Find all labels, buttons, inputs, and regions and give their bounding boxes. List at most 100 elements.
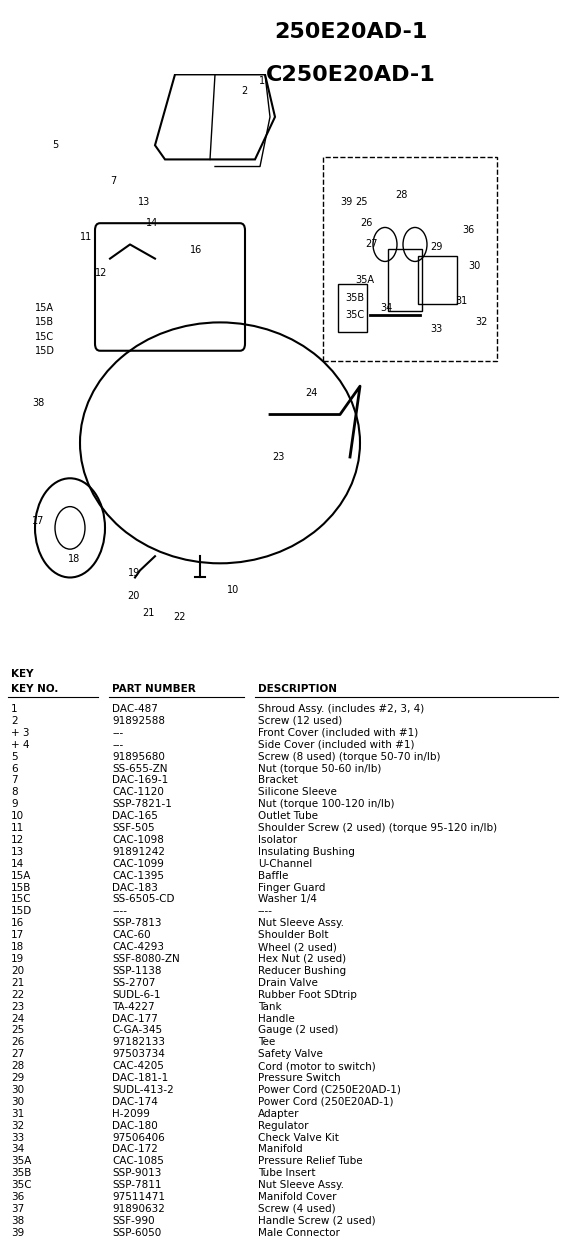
- Text: 15A: 15A: [11, 870, 32, 880]
- Text: 97511471: 97511471: [112, 1192, 165, 1202]
- Text: SS-6505-CD: SS-6505-CD: [112, 894, 175, 904]
- Text: Cord (motor to switch): Cord (motor to switch): [258, 1061, 376, 1071]
- Text: DAC-174: DAC-174: [112, 1097, 158, 1107]
- Text: DAC-487: DAC-487: [112, 704, 158, 714]
- Text: 34: 34: [11, 1145, 24, 1154]
- Text: 91895680: 91895680: [112, 751, 165, 761]
- Text: ----: ----: [112, 906, 127, 916]
- Text: Shoulder Bolt: Shoulder Bolt: [258, 930, 328, 940]
- Text: 33: 33: [430, 325, 442, 335]
- Text: 7: 7: [11, 775, 18, 785]
- Text: 23: 23: [11, 1002, 24, 1012]
- Text: Wheel (2 used): Wheel (2 used): [258, 942, 337, 952]
- Text: 23: 23: [273, 453, 285, 463]
- Text: 14: 14: [146, 218, 158, 228]
- Text: SUDL-6-1: SUDL-6-1: [112, 990, 161, 999]
- Text: 12: 12: [11, 835, 24, 844]
- Text: KEY NO.: KEY NO.: [11, 684, 59, 694]
- Text: Shroud Assy. (includes #2, 3, 4): Shroud Assy. (includes #2, 3, 4): [258, 704, 424, 714]
- Text: Baffle: Baffle: [258, 870, 288, 880]
- Text: 97503734: 97503734: [112, 1049, 165, 1059]
- Text: 14: 14: [11, 859, 24, 869]
- Text: 91891242: 91891242: [112, 847, 165, 857]
- Text: 28: 28: [11, 1061, 24, 1071]
- Text: SSP-1138: SSP-1138: [112, 966, 162, 976]
- Text: 15A: 15A: [35, 304, 54, 314]
- Text: Reducer Bushing: Reducer Bushing: [258, 966, 346, 976]
- Text: 11: 11: [80, 232, 92, 242]
- Text: DAC-177: DAC-177: [112, 1013, 158, 1023]
- Text: CAC-1395: CAC-1395: [112, 870, 164, 880]
- Text: 15C: 15C: [35, 331, 54, 341]
- Text: 34: 34: [380, 304, 392, 314]
- Text: 15C: 15C: [11, 894, 32, 904]
- Text: 16: 16: [190, 246, 202, 255]
- Text: 15D: 15D: [11, 906, 32, 916]
- Text: C250E20AD-1: C250E20AD-1: [266, 64, 436, 86]
- Text: Handle: Handle: [258, 1013, 294, 1023]
- Text: 97182133: 97182133: [112, 1038, 165, 1048]
- Text: DAC-180: DAC-180: [112, 1121, 158, 1131]
- Text: 26: 26: [11, 1038, 24, 1048]
- Text: PART NUMBER: PART NUMBER: [112, 684, 196, 694]
- Text: Adapter: Adapter: [258, 1109, 299, 1118]
- Text: Screw (12 used): Screw (12 used): [258, 715, 342, 725]
- Text: 15B: 15B: [11, 883, 32, 893]
- Text: Insulating Bushing: Insulating Bushing: [258, 847, 355, 857]
- Text: Nut Sleeve Assy.: Nut Sleeve Assy.: [258, 919, 344, 929]
- Text: 38: 38: [32, 398, 44, 408]
- Text: 17: 17: [11, 930, 24, 940]
- Text: SSP-9013: SSP-9013: [112, 1168, 161, 1178]
- Text: 35C: 35C: [11, 1180, 32, 1190]
- Text: Silicone Sleeve: Silicone Sleeve: [258, 787, 337, 797]
- Text: 25: 25: [355, 197, 367, 207]
- Text: Power Cord (250E20AD-1): Power Cord (250E20AD-1): [258, 1097, 393, 1107]
- Text: Screw (4 used): Screw (4 used): [258, 1204, 336, 1214]
- Text: 6: 6: [11, 764, 18, 774]
- Text: Pressure Relief Tube: Pressure Relief Tube: [258, 1157, 362, 1167]
- Text: H-2099: H-2099: [112, 1109, 150, 1118]
- Text: 39: 39: [340, 197, 352, 207]
- Text: Front Cover (included with #1): Front Cover (included with #1): [258, 728, 418, 738]
- Text: 39: 39: [11, 1228, 24, 1238]
- Text: Washer 1/4: Washer 1/4: [258, 894, 317, 904]
- Text: Check Valve Kit: Check Valve Kit: [258, 1132, 338, 1142]
- Text: 7: 7: [110, 176, 116, 186]
- Text: 19: 19: [11, 954, 24, 963]
- Text: 32: 32: [11, 1121, 24, 1131]
- Text: 13: 13: [138, 197, 150, 207]
- Text: SSP-7811: SSP-7811: [112, 1180, 162, 1190]
- Text: Manifold Cover: Manifold Cover: [258, 1192, 336, 1202]
- Text: SSF-505: SSF-505: [112, 823, 155, 833]
- Text: 36: 36: [462, 226, 474, 236]
- Text: 11: 11: [11, 823, 24, 833]
- Text: SSF-990: SSF-990: [112, 1216, 155, 1226]
- Text: 91890632: 91890632: [112, 1204, 165, 1214]
- Text: Manifold: Manifold: [258, 1145, 302, 1154]
- Text: 29: 29: [430, 242, 443, 252]
- Text: Tube Insert: Tube Insert: [258, 1168, 315, 1178]
- Text: 25: 25: [11, 1025, 24, 1035]
- Text: 16: 16: [11, 919, 24, 929]
- Text: Drain Valve: Drain Valve: [258, 978, 318, 988]
- Text: SS-655-ZN: SS-655-ZN: [112, 764, 168, 774]
- Text: 17: 17: [32, 516, 44, 526]
- Text: Male Connector: Male Connector: [258, 1228, 340, 1238]
- Text: Hex Nut (2 used): Hex Nut (2 used): [258, 954, 346, 963]
- Text: 35B: 35B: [11, 1168, 32, 1178]
- Text: 27: 27: [365, 239, 378, 249]
- Text: Tank: Tank: [258, 1002, 281, 1012]
- Text: 12: 12: [95, 268, 108, 278]
- Text: Outlet Tube: Outlet Tube: [258, 811, 318, 821]
- Text: 30: 30: [11, 1085, 24, 1095]
- Text: 38: 38: [11, 1216, 24, 1226]
- Text: Safety Valve: Safety Valve: [258, 1049, 323, 1059]
- Text: DAC-169-1: DAC-169-1: [112, 775, 168, 785]
- Text: CAC-1098: CAC-1098: [112, 835, 164, 844]
- Text: 10: 10: [227, 585, 239, 595]
- Text: 24: 24: [11, 1013, 24, 1023]
- Text: 2: 2: [242, 87, 248, 97]
- Text: ---: ---: [112, 740, 123, 750]
- Text: SSP-6050: SSP-6050: [112, 1228, 161, 1238]
- Text: Gauge (2 used): Gauge (2 used): [258, 1025, 338, 1035]
